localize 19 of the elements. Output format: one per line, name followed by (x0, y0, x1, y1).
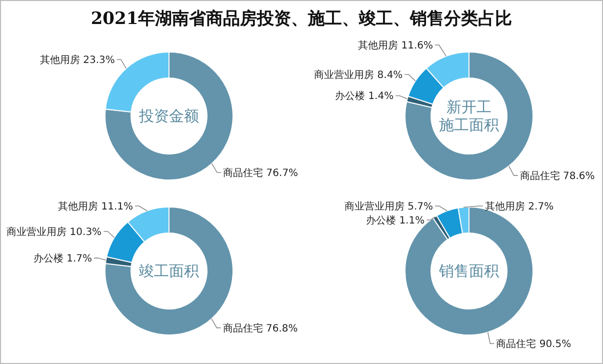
slice-label: 其他用房 23.3% (40, 54, 115, 66)
text: 投资金额 (139, 107, 199, 125)
slice-label: 商品住宅 76.7% (223, 167, 298, 180)
slice-label: 其他用房 11.6% (358, 39, 433, 52)
slice-label: 商业营业用房 10.3% (6, 226, 102, 238)
text: 2021年湖南省商品房投资、施工、竣工、销售分类占比 (90, 8, 514, 30)
slice-label: 商业营业用房 8.4% (314, 68, 403, 81)
slice-label: 商品住宅 78.6% (520, 170, 595, 182)
slice-label: 办公楼 1.4% (335, 90, 394, 102)
text: 销售面积 (439, 262, 499, 280)
slice-label: 商业营业用房 5.7% (344, 200, 433, 212)
text: 竣工面积 (139, 262, 199, 280)
slice-label: 商品住宅 76.8% (222, 322, 298, 334)
slice-label: 商品住宅 90.5% (496, 338, 572, 350)
slice-label: 办公楼 1.7% (33, 252, 92, 265)
slice-label: 其他用房 11.1% (58, 200, 133, 212)
slice-label: 办公楼 1.1% (366, 214, 425, 226)
text: 新开工施工面积 (439, 98, 499, 134)
slice-label: 其他用房 2.7% (485, 200, 554, 212)
